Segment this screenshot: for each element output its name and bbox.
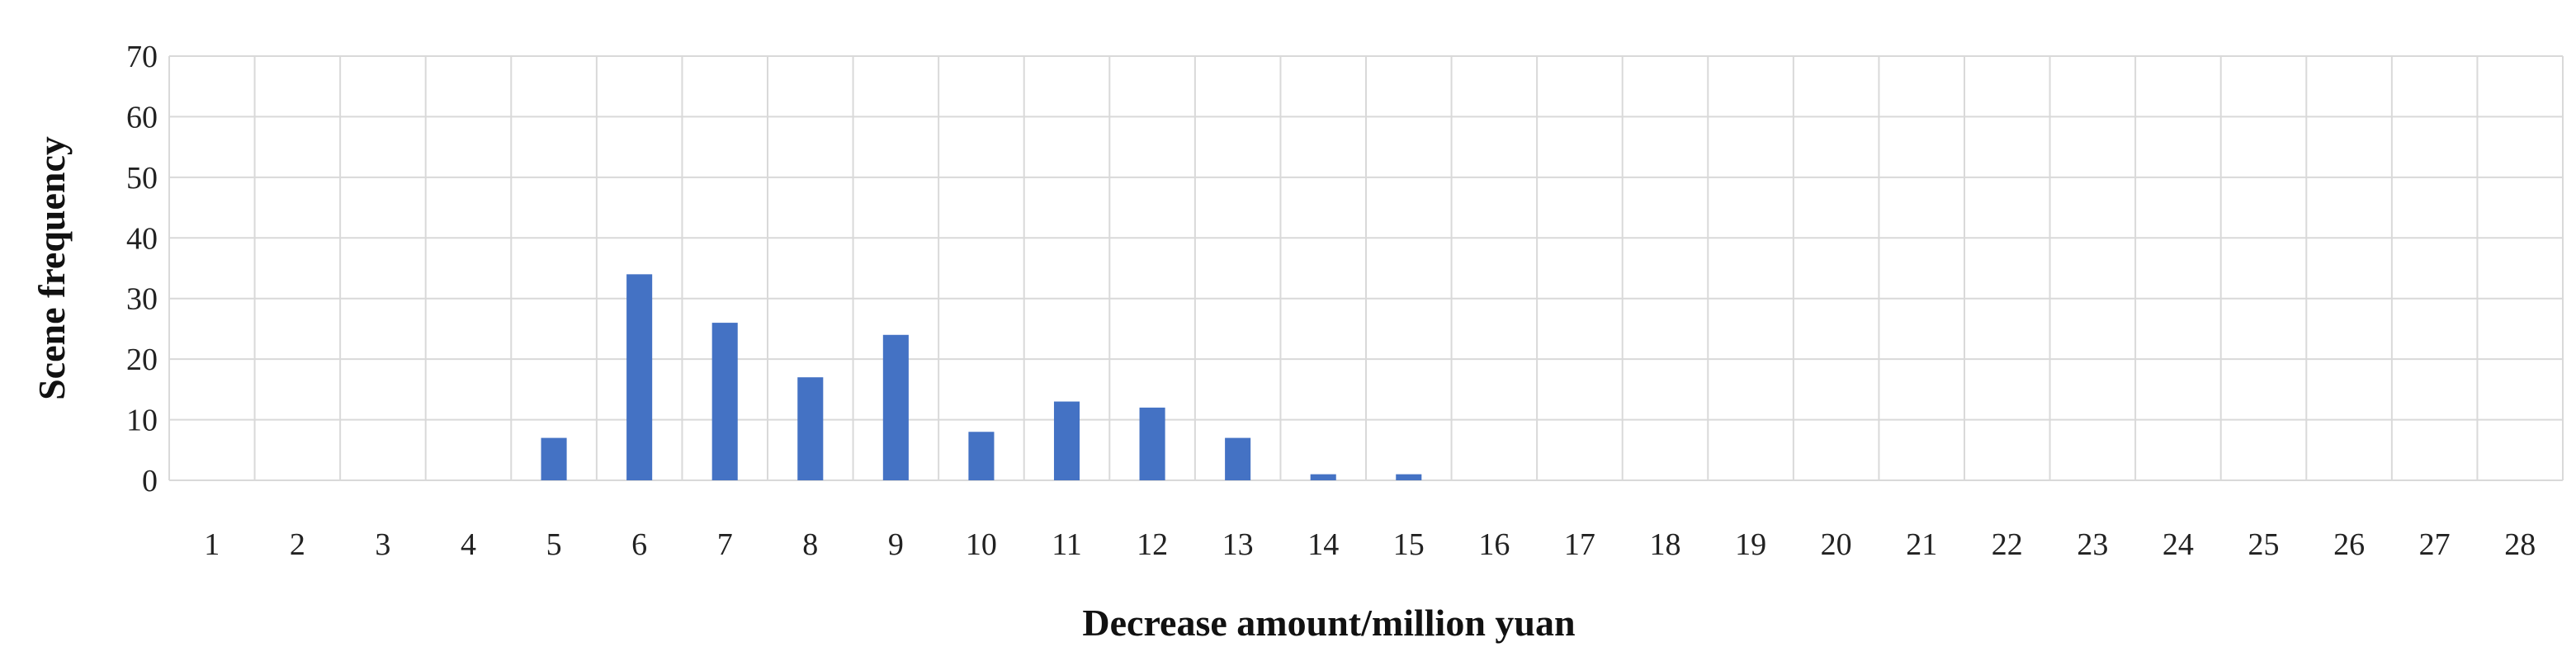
bar-12 [1139,407,1165,480]
x-tick-label: 3 [375,527,390,562]
x-tick-label: 13 [1222,527,1254,562]
y-tick-label: 0 [142,464,158,498]
bar-14 [1310,474,1336,480]
bar-5 [541,437,567,480]
x-tick-label: 15 [1393,527,1425,562]
y-tick-label: 40 [126,221,158,256]
x-tick-label: 14 [1307,527,1339,562]
bar-10 [968,432,995,480]
x-tick-label: 22 [1992,527,2023,562]
x-tick-labels: 1 2 3 4 5 6 7 8 9 10 11 12 13 14 15 16 17 18 19 20 21 22 23 24 2… [204,527,2536,562]
x-axis-title: Decrease amount/million yuan [1082,602,1575,644]
y-tick-label: 70 [126,40,158,74]
bar-7 [711,323,738,480]
x-tick-label: 4 [461,527,476,562]
x-tick-label: 9 [888,527,904,562]
bar-15 [1396,474,1422,480]
bar-6 [626,274,653,480]
y-tick-label: 60 [126,100,158,135]
x-tick-label: 12 [1137,527,1168,562]
bar-layer [541,274,1422,480]
x-tick-label: 10 [966,527,997,562]
x-tick-label: 28 [2504,527,2536,562]
x-tick-label: 25 [2248,527,2280,562]
x-tick-label: 8 [802,527,818,562]
y-tick-label: 50 [126,161,158,196]
x-tick-label: 19 [1735,527,1766,562]
x-tick-label: 16 [1478,527,1510,562]
y-axis-title: Scene frequency [31,136,73,400]
x-tick-label: 6 [631,527,647,562]
x-tick-label: 18 [1650,527,1681,562]
y-tick-label: 30 [126,282,158,317]
y-tick-label: 20 [126,342,158,377]
x-tick-label: 2 [290,527,305,562]
bar-9 [882,334,909,480]
x-tick-label: 26 [2333,527,2365,562]
x-tick-label: 7 [717,527,733,562]
x-tick-label: 1 [204,527,220,562]
x-tick-label: 11 [1052,527,1082,562]
x-tick-label: 17 [1564,527,1595,562]
x-tick-label: 20 [1821,527,1852,562]
grid-layer [168,55,2564,481]
x-tick-label: 5 [546,527,562,562]
bar-11 [1053,401,1080,480]
y-tick-labels: 0 10 20 30 40 50 60 70 [126,40,158,498]
bar-13 [1225,437,1251,480]
y-tick-label: 10 [126,404,158,438]
bar-8 [797,377,824,480]
x-tick-label: 27 [2419,527,2451,562]
x-tick-label: 24 [2162,527,2194,562]
x-tick-label: 23 [2077,527,2108,562]
x-tick-label: 21 [1906,527,1937,562]
